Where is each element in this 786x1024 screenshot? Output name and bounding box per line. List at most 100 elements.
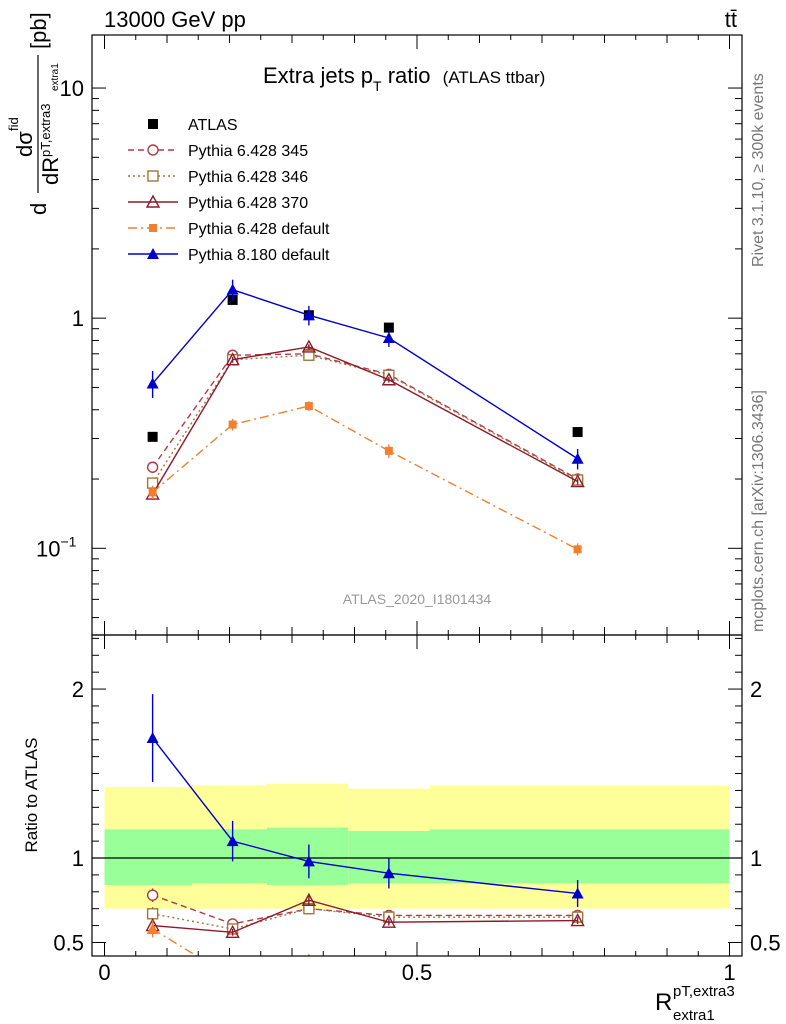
- ylabel-d: d: [26, 203, 51, 215]
- ylabel-dR: dR: [38, 157, 63, 185]
- legend-entry: Pythia 8.180 default: [128, 247, 330, 264]
- series-4: [148, 401, 582, 556]
- legend-entry: Pythia 6.428 370: [128, 194, 308, 212]
- data-point: [146, 889, 159, 901]
- ylabel-sub1: pT,extra3: [38, 104, 53, 157]
- data-point: [146, 922, 159, 934]
- y-tick-label-right: 0.5: [750, 930, 781, 955]
- ylabel-fid: fid: [6, 117, 21, 131]
- data-point: [382, 331, 395, 343]
- data-point: [572, 969, 584, 980]
- data-point: [383, 972, 395, 983]
- green-band: [429, 829, 730, 884]
- energy-label: 13000 GeV pp: [104, 7, 246, 32]
- green-band: [192, 829, 267, 884]
- xlabel-sub: extra1: [673, 1007, 715, 1024]
- data-point: [303, 349, 315, 361]
- data-point: [225, 924, 240, 939]
- data-point: [301, 339, 317, 353]
- data-point: [570, 474, 585, 488]
- x-tick-label: 1: [723, 960, 735, 985]
- main-series: [145, 279, 585, 556]
- watermark: ATLAS_2020_I1801434: [343, 591, 492, 607]
- series-line: [152, 288, 579, 460]
- y-tick-label: 10−1: [36, 533, 77, 561]
- legend-label: Pythia 6.428 370: [188, 195, 308, 212]
- y-tick-label: 1: [72, 306, 84, 331]
- data-point: [302, 855, 315, 867]
- y-tick-label-right: 1: [750, 846, 762, 871]
- y-tick-label-right: 2: [750, 677, 762, 702]
- series-2: [146, 349, 584, 489]
- legend-label: Pythia 6.428 default: [188, 221, 330, 238]
- legend-marker: [145, 194, 161, 208]
- series-line: [152, 353, 578, 480]
- ratio-axis-ticks: [92, 635, 742, 956]
- chart-title-rest: ratio: [382, 63, 431, 88]
- data-point: [147, 431, 158, 442]
- legend: ATLAS Pythia 6.428 345 Pythia 6.428 346 Pyt…: [128, 117, 330, 264]
- series-line: [152, 405, 578, 550]
- ratio-panel: 0.5 0.5 1 1 2 2 0 0.5 1 Ratio to ATLAS R pT,extr…: [22, 635, 781, 1024]
- ratio-x-axis-label: R pT,extra3 extra1: [655, 983, 735, 1024]
- uncertainty-bands: [104, 783, 730, 909]
- green-band: [267, 827, 349, 886]
- data-point: [302, 309, 315, 321]
- y-tick-label: 1: [72, 846, 84, 871]
- legend-entry: ATLAS: [148, 117, 238, 134]
- data-point: [384, 446, 393, 455]
- x-tick-label: 0.5: [402, 960, 433, 985]
- series-line: [152, 907, 578, 930]
- data-point: [304, 402, 313, 411]
- rivet-label: Rivet 3.1.10, ≥ 300k events: [750, 73, 767, 267]
- chart-title-small: (ATLAS ttbar): [443, 68, 546, 87]
- ratio-frame: [91, 634, 743, 957]
- ratio-y-axis-label: Ratio to ATLAS: [22, 738, 41, 853]
- series-3: [146, 920, 584, 983]
- series-2: [145, 892, 585, 939]
- main-axis-ticks: [92, 35, 742, 635]
- ylabel-sub2: extra1: [50, 63, 61, 91]
- legend-label: Pythia 6.428 346: [188, 169, 308, 186]
- legend-marker: [147, 170, 159, 182]
- legend-entry: Pythia 6.428 345: [128, 143, 308, 160]
- data-point: [146, 377, 159, 389]
- y-tick-label: 10: [60, 76, 84, 101]
- data-point: [307, 953, 311, 956]
- main-tick-labels: 10−1 1 10: [36, 76, 84, 561]
- data-point: [573, 545, 582, 554]
- data-point: [572, 427, 583, 438]
- data-point: [148, 488, 157, 497]
- ratio-series: [145, 694, 585, 983]
- data-point: [146, 908, 159, 920]
- legend-entry: Pythia 6.428 default: [128, 221, 330, 238]
- data-point: [570, 913, 585, 927]
- main-panel: ATLAS_2020_I1801434 10−1 1 10 Extra jets p…: [6, 12, 742, 635]
- legend-marker: [147, 144, 159, 156]
- legend-entry: Pythia 6.428 346: [128, 169, 308, 186]
- legend-marker: [149, 224, 157, 232]
- legend-marker: [148, 119, 158, 129]
- main-y-axis-label: d dσ fid dR pT,extra3 extra1 [pb]: [6, 12, 63, 215]
- data-point: [301, 892, 317, 906]
- data-point: [381, 914, 397, 928]
- y-tick-label: 2: [72, 677, 84, 702]
- svg-text:d: d: [26, 203, 51, 215]
- series-4: [146, 694, 584, 908]
- ylabel-unit: [pb]: [26, 12, 51, 49]
- series-5: [146, 279, 584, 470]
- ylabel-dsigma: dσ: [12, 131, 37, 157]
- data-point: [228, 420, 237, 429]
- series-line: [152, 928, 199, 956]
- series-line: [152, 354, 578, 484]
- mcplots-label: mcplots.cern.ch [arXiv:1306.3436]: [750, 390, 767, 632]
- ratio-tick-labels: 0.5 0.5 1 1 2 2 0 0.5 1: [53, 677, 780, 985]
- data-point: [381, 372, 397, 386]
- chart-title-sub: T: [373, 78, 382, 94]
- legend-marker: [147, 248, 159, 259]
- chart-title-main: Extra jets p: [263, 63, 373, 88]
- data-point: [146, 461, 159, 473]
- xlabel-R: R: [655, 989, 672, 1016]
- data-point: [383, 322, 394, 333]
